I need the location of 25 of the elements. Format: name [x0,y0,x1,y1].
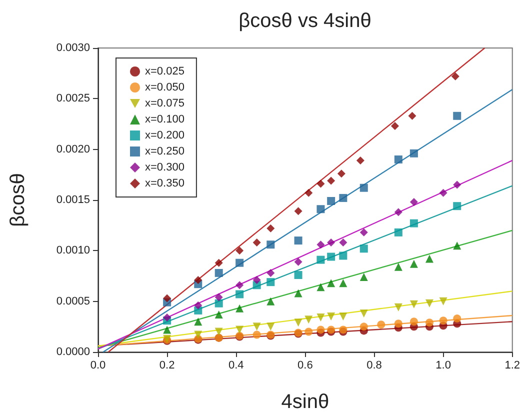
legend-label: x=0.250 [145,146,184,158]
y-tick-label: 0.0000 [56,346,90,358]
legend-label: x=0.100 [145,114,184,126]
x-tick-label: 1.2 [504,360,520,372]
y-tick-label: 0.0030 [56,42,90,54]
y-tick-label: 0.0005 [56,295,90,308]
y-tick-label: 0.0010 [56,244,90,257]
y-axis-title: βcosθ [7,173,29,227]
legend-label: x=0.300 [145,162,184,174]
legend-label: x=0.025 [145,66,184,78]
legend-label: x=0.050 [145,82,184,94]
legend-label: x=0.350 [145,178,184,190]
legend-label: x=0.200 [145,130,184,142]
x-tick-label: 0.8 [366,360,382,372]
x-tick-label: 0.4 [228,360,244,372]
x-tick-label: 0.2 [159,360,175,372]
x-axis-title: 4sinθ [281,391,330,413]
y-tick-label: 0.0025 [56,92,90,105]
x-tick-label: 1.0 [436,360,451,372]
x-tick-label: 0.0 [90,360,106,372]
legend-label: x=0.075 [145,98,184,110]
y-tick-label: 0.0020 [56,143,90,156]
x-tick-label: 0.6 [298,360,313,372]
chart-title: βcosθ vs 4sinθ [238,10,372,32]
y-tick-label: 0.0015 [56,194,90,206]
